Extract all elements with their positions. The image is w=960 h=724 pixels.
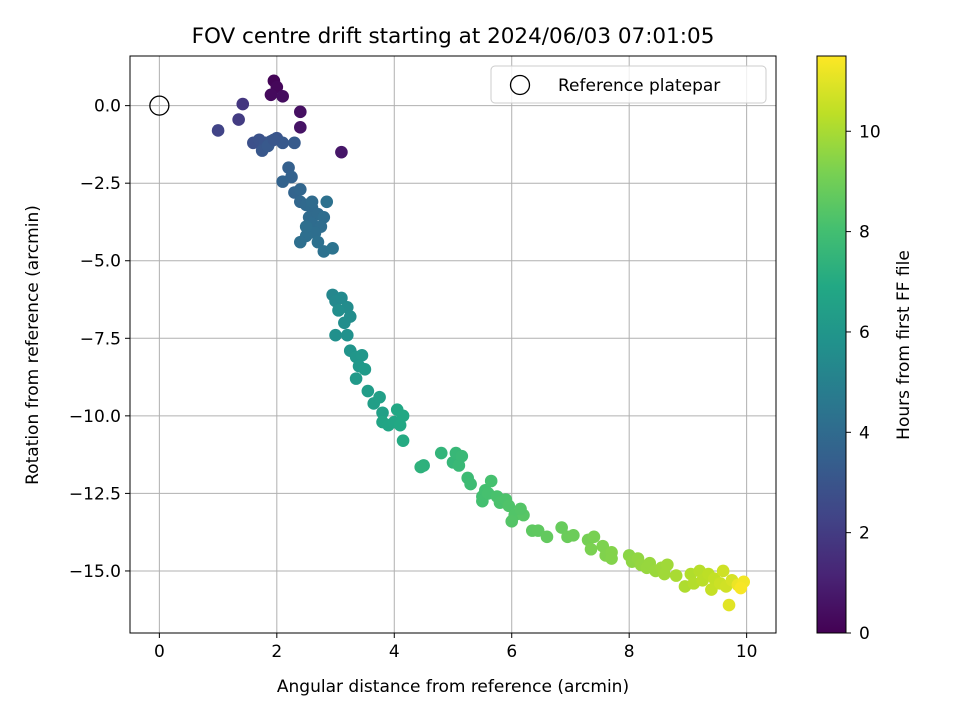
colorbar-ticks: 0 2 4 6 8 10 bbox=[846, 122, 881, 644]
legend-marker-icon bbox=[509, 74, 531, 96]
data-point bbox=[705, 583, 718, 596]
legend-label: Reference platepar bbox=[558, 76, 720, 96]
x-axis-label: Angular distance from reference (arcmin) bbox=[277, 677, 629, 697]
data-point bbox=[669, 569, 683, 582]
data-point bbox=[340, 328, 354, 342]
data-point bbox=[484, 474, 498, 488]
data-point bbox=[716, 564, 730, 578]
data-point bbox=[332, 304, 345, 317]
y-axis-label: Rotation from reference (arcmin) bbox=[23, 205, 43, 485]
colorbar-tick-label: 2 bbox=[859, 524, 870, 544]
data-point bbox=[734, 581, 748, 595]
data-point bbox=[311, 235, 325, 249]
data-point bbox=[514, 502, 527, 516]
data-point bbox=[605, 552, 618, 565]
data-point bbox=[373, 390, 386, 404]
x-tick-label: 10 bbox=[736, 642, 758, 662]
plot-frame bbox=[129, 55, 777, 634]
y-tick-label: −5.0 bbox=[80, 252, 121, 272]
data-point bbox=[361, 384, 375, 398]
colorbar-tick-label: 6 bbox=[859, 323, 870, 343]
data-point bbox=[294, 183, 307, 196]
legend: Reference platepar bbox=[490, 65, 767, 104]
x-tick-label: 2 bbox=[271, 642, 282, 662]
y-tick-label: −15.0 bbox=[69, 562, 121, 582]
data-point bbox=[540, 530, 554, 544]
data-points bbox=[211, 74, 750, 612]
data-point bbox=[355, 349, 369, 362]
colorbar-tick-label: 0 bbox=[859, 624, 870, 644]
data-point bbox=[335, 145, 348, 159]
data-point bbox=[349, 372, 363, 385]
data-point bbox=[434, 446, 448, 460]
data-point bbox=[414, 460, 428, 474]
data-point bbox=[276, 175, 289, 188]
data-point bbox=[555, 521, 568, 534]
x-tick-label: 0 bbox=[154, 642, 165, 662]
plot-area: 0 2 4 6 8 10 0.0 −2.5 −5.0 −7.5 −10.0 −12.5 −15.0 R… bbox=[69, 55, 777, 662]
x-tick-label: 8 bbox=[624, 642, 635, 662]
data-point bbox=[294, 235, 307, 249]
reference-point bbox=[149, 95, 170, 116]
data-point bbox=[587, 530, 601, 544]
data-point bbox=[584, 542, 598, 556]
x-axis-ticks: 0 2 4 6 8 10 bbox=[154, 633, 758, 662]
data-point bbox=[211, 124, 225, 137]
data-point bbox=[294, 105, 307, 119]
data-point bbox=[335, 291, 348, 305]
data-point bbox=[329, 328, 342, 342]
data-point bbox=[264, 88, 278, 102]
y-tick-label: −10.0 bbox=[69, 407, 121, 427]
data-point bbox=[396, 434, 410, 447]
colorbar: 0 2 4 6 8 10 Hours from first FF file bbox=[816, 55, 914, 644]
data-point bbox=[294, 121, 307, 134]
colorbar-label: Hours from first FF file bbox=[894, 250, 914, 440]
data-point bbox=[358, 363, 372, 376]
colorbar-gradient bbox=[816, 55, 847, 634]
data-point bbox=[267, 133, 281, 147]
data-point bbox=[531, 524, 545, 537]
legend-box bbox=[490, 65, 767, 104]
colorbar-tick-label: 10 bbox=[859, 122, 881, 142]
x-tick-label: 4 bbox=[389, 642, 400, 662]
colorbar-tick-label: 4 bbox=[859, 423, 870, 443]
data-point bbox=[326, 242, 339, 255]
data-point bbox=[464, 477, 477, 491]
y-tick-label: −2.5 bbox=[80, 174, 121, 194]
x-tick-label: 6 bbox=[506, 642, 517, 662]
plot-background bbox=[130, 56, 776, 633]
colorbar-tick-label: 8 bbox=[859, 223, 870, 243]
data-point bbox=[288, 136, 301, 150]
data-point bbox=[455, 449, 469, 463]
data-point bbox=[502, 499, 516, 513]
data-point bbox=[661, 558, 674, 572]
data-point bbox=[505, 515, 519, 528]
data-point bbox=[567, 528, 580, 542]
y-tick-label: −7.5 bbox=[80, 329, 121, 349]
data-point bbox=[232, 113, 245, 126]
chart-title: FOV centre drift starting at 2024/06/03 … bbox=[192, 24, 715, 49]
data-point bbox=[376, 406, 389, 420]
data-point bbox=[236, 97, 250, 111]
y-axis-ticks: 0.0 −2.5 −5.0 −7.5 −10.0 −12.5 −15.0 bbox=[69, 97, 130, 582]
data-point bbox=[305, 195, 319, 209]
y-tick-label: 0.0 bbox=[94, 97, 121, 117]
data-point bbox=[722, 598, 736, 612]
data-point bbox=[276, 90, 289, 103]
data-point bbox=[393, 418, 407, 432]
y-tick-label: −12.5 bbox=[69, 484, 121, 504]
data-point bbox=[338, 316, 351, 330]
data-point bbox=[320, 195, 334, 209]
data-point bbox=[299, 220, 313, 233]
